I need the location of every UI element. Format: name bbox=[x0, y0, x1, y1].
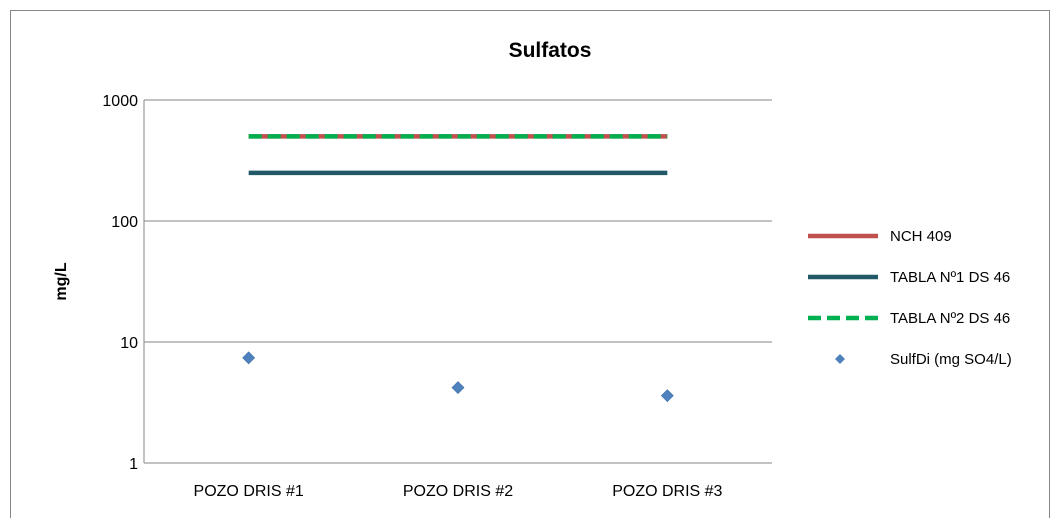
x-tick-label-3: POZO DRIS #3 bbox=[612, 483, 722, 500]
legend-label-nch-409: NCH 409 bbox=[890, 228, 952, 245]
y-axis-title: mg/L bbox=[53, 262, 70, 300]
legend-label-sulfdi-mg-so4-l: SulfDi (mg SO4/L) bbox=[890, 351, 1012, 368]
point-sulfdi-mg-so4-l-2 bbox=[451, 381, 465, 395]
point-sulfdi-mg-so4-l-3 bbox=[660, 389, 674, 403]
plot-series bbox=[242, 134, 674, 403]
legend-label-tabla-n-2-ds-46: TABLA Nº2 DS 46 bbox=[890, 310, 1010, 327]
x-tick-label-1: POZO DRIS #1 bbox=[194, 483, 304, 500]
y-tick-label-10: 10 bbox=[120, 335, 138, 352]
chart-title: Sulfatos bbox=[509, 39, 592, 62]
y-tick-label-1: 1 bbox=[129, 456, 138, 473]
legend-label-tabla-n-1-ds-46: TABLA Nº1 DS 46 bbox=[890, 269, 1010, 286]
x-tick-label-2: POZO DRIS #2 bbox=[403, 483, 513, 500]
chart-frame bbox=[10, 10, 1050, 518]
legend: NCH 409 TABLA Nº1 DS 46 TABLA Nº2 DS 46 Sul… bbox=[808, 228, 1012, 368]
x-tick-labels: POZO DRIS #1 POZO DRIS #2 POZO DRIS #3 bbox=[194, 483, 723, 500]
legend-marker-sulfdi-mg-so4-l bbox=[835, 354, 845, 364]
point-sulfdi-mg-so4-l-1 bbox=[242, 351, 256, 365]
y-tick-labels: 1 10 100 1000 bbox=[102, 93, 138, 473]
gridlines bbox=[143, 99, 772, 464]
y-tick-label-100: 100 bbox=[111, 214, 138, 231]
y-tick-label-1000: 1000 bbox=[102, 93, 138, 110]
